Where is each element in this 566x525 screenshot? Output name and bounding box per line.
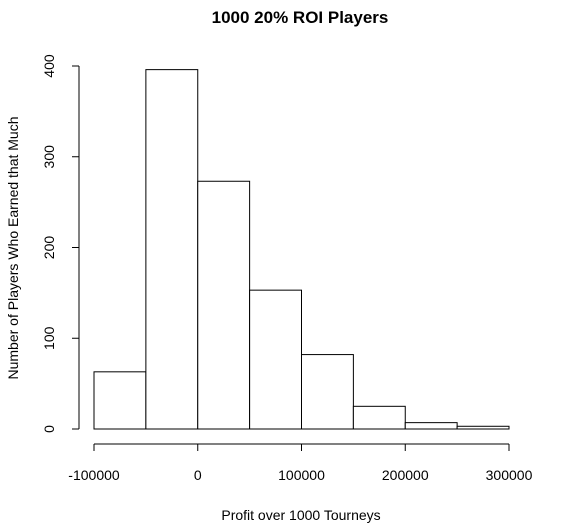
x-tick-label: 300000 [486,467,533,483]
histogram-bar [249,289,302,430]
x-tick-label: 100000 [278,467,325,483]
y-tick-label: 300 [41,145,57,169]
y-tick-label: 100 [41,326,57,350]
y-axis: 0 100 200 300 400 [41,54,80,433]
x-axis: -100000 0 100000 200000 300000 [68,443,533,483]
y-tick-label: 200 [41,236,57,260]
y-axis-label: Number of Players Who Earned that Much [5,116,21,379]
bars-group [93,69,510,430]
x-axis-label: Profit over 1000 Tourneys [221,507,380,523]
histogram-bar [301,354,354,430]
histogram-bar [352,405,406,430]
y-tick-label: 400 [41,54,57,78]
x-tick-label: 0 [194,467,202,483]
chart-title: 1000 20% ROI Players [212,8,389,27]
histogram-bar [145,69,199,430]
x-tick-label: 200000 [382,467,429,483]
histogram-bar [456,425,510,430]
histogram-bar [404,422,458,430]
x-tick-label: -100000 [68,467,120,483]
histogram-bar [93,371,147,430]
y-tick-label: 0 [41,425,57,433]
histogram-bar [197,180,251,430]
